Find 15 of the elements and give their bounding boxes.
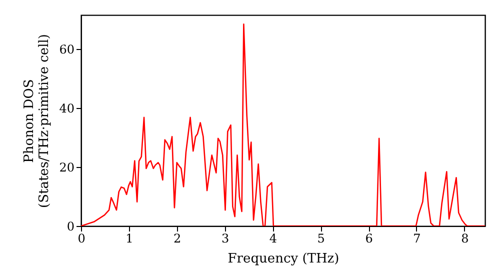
x-tick-label: 8 (461, 232, 469, 246)
x-tick-label: 1 (126, 232, 134, 246)
y-tick-label: 40 (59, 101, 74, 116)
y-tick-label: 60 (59, 42, 74, 56)
x-tick-label: 3 (221, 232, 230, 246)
x-tick-label: 0 (78, 232, 86, 246)
y-tick-label: 0 (66, 220, 74, 234)
y-tick-label: 20 (59, 160, 74, 174)
x-axis-title: Frequency (THz) (228, 252, 340, 266)
y-axis-title: Phonon DOS (States/THz·primitive cell) (22, 34, 52, 208)
x-tick-label: 5 (317, 232, 325, 246)
x-tick-label: 4 (269, 232, 278, 246)
x-tick-label: 7 (413, 232, 421, 246)
x-tick-label: 2 (174, 232, 182, 246)
x-tick-label: 6 (365, 232, 373, 246)
